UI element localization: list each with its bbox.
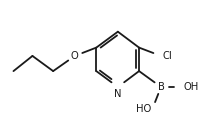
Text: O: O — [71, 51, 79, 61]
Text: N: N — [114, 89, 122, 98]
Text: B: B — [158, 82, 164, 92]
Text: HO: HO — [136, 104, 152, 114]
Text: Cl: Cl — [163, 51, 172, 61]
Text: OH: OH — [183, 82, 199, 92]
